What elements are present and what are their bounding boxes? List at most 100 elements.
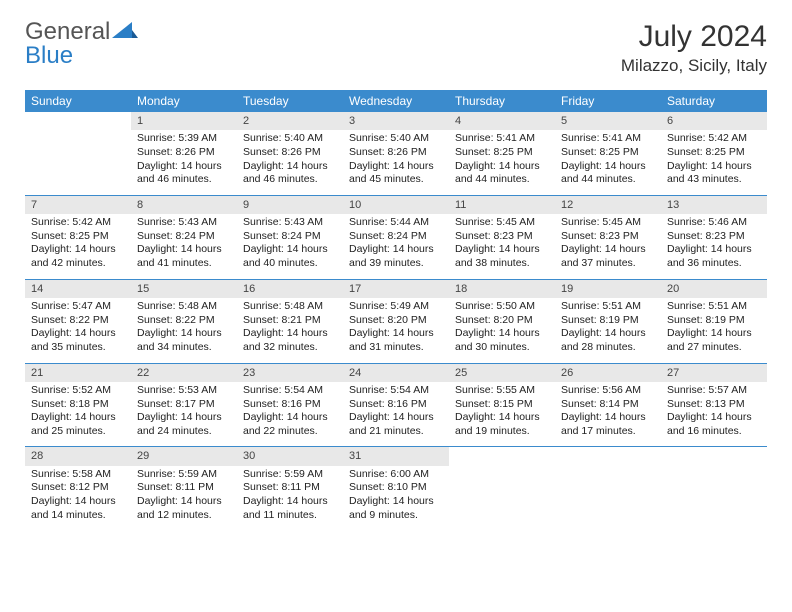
calendar-cell: 25Sunrise: 5:55 AMSunset: 8:15 PMDayligh… — [449, 363, 555, 447]
sunset-line: Sunset: 8:25 PM — [561, 146, 655, 160]
day-number: 8 — [131, 196, 237, 214]
day-number: 16 — [237, 280, 343, 298]
calendar-cell: 30Sunrise: 5:59 AMSunset: 8:11 PMDayligh… — [237, 447, 343, 530]
day-body: Sunrise: 5:59 AMSunset: 8:11 PMDaylight:… — [237, 466, 343, 531]
sunrise-line: Sunrise: 5:56 AM — [561, 384, 655, 398]
calendar-cell — [661, 447, 767, 530]
calendar-cell — [449, 447, 555, 530]
sunset-line: Sunset: 8:25 PM — [455, 146, 549, 160]
calendar-cell: 4Sunrise: 5:41 AMSunset: 8:25 PMDaylight… — [449, 112, 555, 195]
day-number: 6 — [661, 112, 767, 130]
sunrise-line: Sunrise: 5:51 AM — [667, 300, 761, 314]
sunset-line: Sunset: 8:20 PM — [455, 314, 549, 328]
daylight-line: Daylight: 14 hours and 36 minutes. — [667, 243, 761, 270]
day-body: Sunrise: 5:57 AMSunset: 8:13 PMDaylight:… — [661, 382, 767, 447]
calendar-cell: 11Sunrise: 5:45 AMSunset: 8:23 PMDayligh… — [449, 195, 555, 279]
daylight-line: Daylight: 14 hours and 43 minutes. — [667, 160, 761, 187]
weekday-header: Thursday — [449, 90, 555, 112]
sunrise-line: Sunrise: 5:45 AM — [455, 216, 549, 230]
sunrise-line: Sunrise: 5:59 AM — [137, 468, 231, 482]
daylight-line: Daylight: 14 hours and 32 minutes. — [243, 327, 337, 354]
day-number: 15 — [131, 280, 237, 298]
day-number: 26 — [555, 364, 661, 382]
daylight-line: Daylight: 14 hours and 12 minutes. — [137, 495, 231, 522]
calendar-cell: 26 Sunrise: 5:56 AMSunset: 8:14 PMDayligh… — [555, 363, 661, 447]
day-number: 23 — [237, 364, 343, 382]
sunrise-line: Sunrise: 5:41 AM — [561, 132, 655, 146]
sunset-line: Sunset: 8:16 PM — [243, 398, 337, 412]
sunset-line: Sunset: 8:10 PM — [349, 481, 443, 495]
day-number: 20 — [661, 280, 767, 298]
calendar-cell: 19Sunrise: 5:51 AMSunset: 8:19 PMDayligh… — [555, 279, 661, 363]
sunrise-line: Sunrise: 5:55 AM — [455, 384, 549, 398]
sunset-line: Sunset: 8:24 PM — [349, 230, 443, 244]
sunrise-line: Sunrise: 5:40 AM — [243, 132, 337, 146]
daylight-line: Daylight: 14 hours and 16 minutes. — [667, 411, 761, 438]
sunrise-line: Sunrise: 5:54 AM — [243, 384, 337, 398]
day-body: Sunrise: 5:42 AMSunset: 8:25 PMDaylight:… — [25, 214, 131, 279]
daylight-line: Daylight: 14 hours and 21 minutes. — [349, 411, 443, 438]
calendar-cell: 10Sunrise: 5:44 AMSunset: 8:24 PMDayligh… — [343, 195, 449, 279]
day-body: Sunrise: 6:00 AMSunset: 8:10 PMDaylight:… — [343, 466, 449, 531]
sunrise-line: Sunrise: 5:47 AM — [31, 300, 125, 314]
day-body: Sunrise: 5:48 AMSunset: 8:21 PMDaylight:… — [237, 298, 343, 363]
sunset-line: Sunset: 8:12 PM — [31, 481, 125, 495]
day-body: Sunrise: 5:43 AMSunset: 8:24 PMDaylight:… — [131, 214, 237, 279]
daylight-line: Daylight: 14 hours and 17 minutes. — [561, 411, 655, 438]
sunset-line: Sunset: 8:25 PM — [31, 230, 125, 244]
day-body: Sunrise: 5:45 AMSunset: 8:23 PMDaylight:… — [555, 214, 661, 279]
daylight-line: Daylight: 14 hours and 35 minutes. — [31, 327, 125, 354]
day-number: 27 — [661, 364, 767, 382]
sunset-line: Sunset: 8:11 PM — [243, 481, 337, 495]
sunrise-line: Sunrise: 5:50 AM — [455, 300, 549, 314]
sunset-line: Sunset: 8:22 PM — [31, 314, 125, 328]
daylight-line: Daylight: 14 hours and 45 minutes. — [349, 160, 443, 187]
calendar-cell: 15Sunrise: 5:48 AMSunset: 8:22 PMDayligh… — [131, 279, 237, 363]
sunset-line: Sunset: 8:14 PM — [561, 398, 655, 412]
daylight-line: Daylight: 14 hours and 46 minutes. — [137, 160, 231, 187]
daylight-line: Daylight: 14 hours and 31 minutes. — [349, 327, 443, 354]
day-number: 31 — [343, 447, 449, 465]
sunset-line: Sunset: 8:23 PM — [561, 230, 655, 244]
logo: General Blue — [25, 20, 138, 68]
calendar-cell: 29Sunrise: 5:59 AMSunset: 8:11 PMDayligh… — [131, 447, 237, 530]
daylight-line: Daylight: 14 hours and 22 minutes. — [243, 411, 337, 438]
day-body: Sunrise: 5:41 AMSunset: 8:25 PMDaylight:… — [555, 130, 661, 195]
sunrise-line: Sunrise: 5:41 AM — [455, 132, 549, 146]
sunset-line: Sunset: 8:20 PM — [349, 314, 443, 328]
calendar-cell: 24Sunrise: 5:54 AMSunset: 8:16 PMDayligh… — [343, 363, 449, 447]
day-number: 19 — [555, 280, 661, 298]
day-number: 18 — [449, 280, 555, 298]
daylight-line: Daylight: 14 hours and 46 minutes. — [243, 160, 337, 187]
sunrise-line: Sunrise: 5:59 AM — [243, 468, 337, 482]
sunset-line: Sunset: 8:19 PM — [667, 314, 761, 328]
sunset-line: Sunset: 8:23 PM — [667, 230, 761, 244]
calendar-cell: 31Sunrise: 6:00 AMSunset: 8:10 PMDayligh… — [343, 447, 449, 530]
day-body: Sunrise: 5:40 AMSunset: 8:26 PMDaylight:… — [343, 130, 449, 195]
day-number: 30 — [237, 447, 343, 465]
sunrise-line: Sunrise: 5:48 AM — [137, 300, 231, 314]
sunrise-line: Sunrise: 5:40 AM — [349, 132, 443, 146]
sunset-line: Sunset: 8:19 PM — [561, 314, 655, 328]
day-body: Sunrise: 5:59 AMSunset: 8:11 PMDaylight:… — [131, 466, 237, 531]
weekday-header: Saturday — [661, 90, 767, 112]
sunrise-line: Sunrise: 5:44 AM — [349, 216, 443, 230]
daylight-line: Daylight: 14 hours and 34 minutes. — [137, 327, 231, 354]
sunrise-line: Sunrise: 5:42 AM — [31, 216, 125, 230]
day-number: 11 — [449, 196, 555, 214]
sunrise-line: Sunrise: 5:54 AM — [349, 384, 443, 398]
calendar-cell: 17Sunrise: 5:49 AMSunset: 8:20 PMDayligh… — [343, 279, 449, 363]
daylight-line: Daylight: 14 hours and 14 minutes. — [31, 495, 125, 522]
day-body: Sunrise: 5:49 AMSunset: 8:20 PMDaylight:… — [343, 298, 449, 363]
sunrise-line: Sunrise: 5:39 AM — [137, 132, 231, 146]
day-number: 12 — [555, 196, 661, 214]
sunset-line: Sunset: 8:24 PM — [137, 230, 231, 244]
calendar-cell: 13Sunrise: 5:46 AMSunset: 8:23 PMDayligh… — [661, 195, 767, 279]
day-body: Sunrise: 5:41 AMSunset: 8:25 PMDaylight:… — [449, 130, 555, 195]
weekday-header: Wednesday — [343, 90, 449, 112]
weekday-header: Friday — [555, 90, 661, 112]
sunrise-line: Sunrise: 5:42 AM — [667, 132, 761, 146]
sunset-line: Sunset: 8:13 PM — [667, 398, 761, 412]
sunrise-line: Sunrise: 5:43 AM — [137, 216, 231, 230]
daylight-line: Daylight: 14 hours and 19 minutes. — [455, 411, 549, 438]
